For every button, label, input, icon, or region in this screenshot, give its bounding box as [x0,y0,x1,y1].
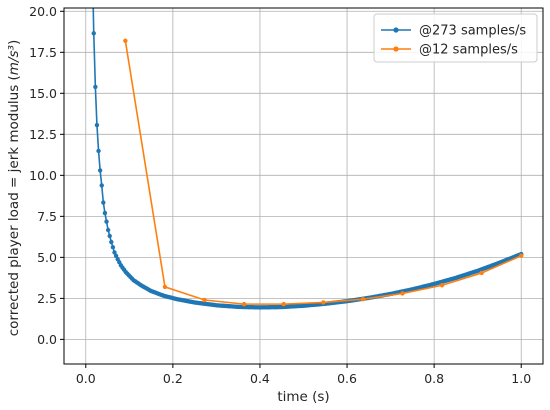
y-tick-label: 15.0 [29,86,57,101]
data-point [96,148,101,154]
y-tick-label: 10.0 [29,168,57,183]
y-tick-label: 17.5 [29,45,57,60]
x-tick-label: 0.4 [250,371,270,386]
data-point [439,283,445,288]
data-point [479,270,484,276]
data-point [519,253,524,258]
x-tick-label: 1.0 [511,371,531,386]
legend-label: @273 samples/s [419,24,526,39]
series-layer [91,8,524,310]
data-point [123,38,128,44]
data-point [102,210,108,216]
y-tick-label: 0.0 [37,332,57,347]
legend: @273 samples/s @12 samples/s [373,13,538,63]
data-point [202,297,207,303]
data-point [104,219,109,224]
data-point [112,250,117,255]
data-point [281,301,286,307]
ticks: 0.0 0.2 0.4 0.6 0.8 1.0 0.0 2.5 5.0 7.5 10.0 12.5 15… [29,4,531,386]
data-point [101,200,106,205]
y-axis-label: corrected player load = jerk modulus (m/… [6,40,22,337]
data-point [93,84,98,90]
legend-label: @12 samples/s [419,43,518,58]
legend-marker [393,27,399,33]
data-point [91,31,96,36]
x-tick-label: 0.8 [424,371,444,386]
x-tick-label: 0.0 [76,371,96,386]
data-point [360,297,366,302]
data-point [107,233,112,239]
data-point [400,291,405,296]
grid [64,8,543,364]
data-point [99,183,104,188]
data-point [97,168,103,173]
data-point [110,245,116,250]
x-tick-label: 0.2 [163,371,183,386]
y-tick-label: 12.5 [29,127,57,142]
data-point [109,239,114,245]
data-point [241,301,247,307]
y-tick-label: 5.0 [37,250,57,265]
y-tick-label: 2.5 [37,291,57,306]
legend-box [373,13,538,63]
x-tick-label: 0.6 [337,371,357,386]
plot-frame [63,7,544,365]
data-point [113,253,119,259]
data-point [94,122,100,128]
data-point [162,284,168,290]
data-point [321,300,326,305]
y-tick-label: 7.5 [37,209,57,224]
data-point [105,227,111,233]
y-tick-label: 20.0 [29,4,57,19]
series-1 [123,38,524,307]
legend-marker [393,46,399,52]
x-axis-label: time (s) [277,389,329,405]
